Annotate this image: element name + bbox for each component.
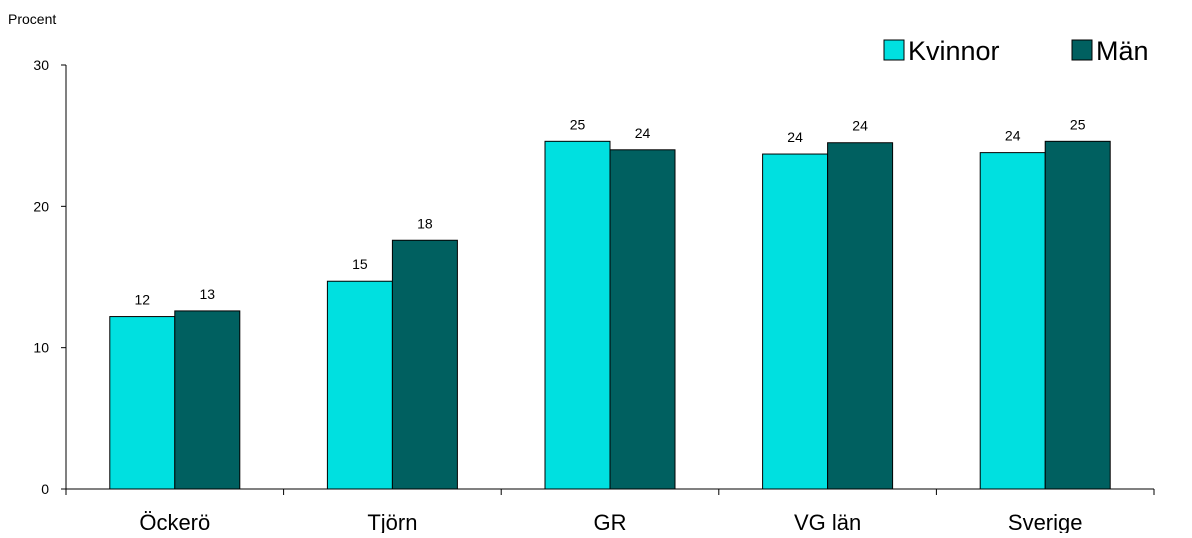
- y-tick-label: 0: [41, 481, 49, 497]
- bar-kvinnor: [544, 140, 611, 490]
- data-label: 18: [417, 215, 433, 231]
- x-tick-label: VG län: [794, 510, 861, 533]
- y-tick-label: 20: [33, 198, 49, 214]
- y-tick-label: 10: [33, 340, 49, 356]
- x-tick-label: Öckerö: [139, 510, 210, 533]
- bar-man: [1044, 140, 1111, 490]
- bar-kvinnor: [326, 280, 393, 490]
- data-label: 24: [787, 129, 803, 145]
- axes: Procent 0 10 20 30 Öckerö Tjörn GR VG län Sverige: [8, 11, 1155, 535]
- x-tick-label: Sverige: [1008, 510, 1083, 533]
- bar-kvinnor: [109, 316, 176, 490]
- bar-man: [827, 142, 894, 490]
- data-label: 12: [135, 292, 151, 308]
- data-label: 15: [352, 256, 368, 272]
- bars: [109, 140, 1111, 490]
- bar-man: [609, 149, 676, 490]
- y-tick-label: 30: [33, 57, 49, 73]
- bar-kvinnor: [979, 152, 1046, 490]
- legend-swatch: [883, 39, 905, 61]
- data-label: 13: [200, 286, 216, 302]
- bar-kvinnor: [762, 153, 829, 490]
- x-tick-label: Tjörn: [367, 510, 417, 533]
- legend-swatch: [1071, 39, 1093, 61]
- data-label: 25: [570, 116, 586, 132]
- legend: Kvinnor Män: [883, 36, 1149, 66]
- data-label: 24: [1005, 128, 1021, 144]
- bar-man: [391, 239, 458, 490]
- data-labels: 12 13 15 18 25 24 24 24 24 25: [135, 116, 1086, 307]
- legend-label: Kvinnor: [908, 36, 1000, 66]
- bar-man: [174, 310, 241, 490]
- data-label: 25: [1070, 116, 1086, 132]
- data-label: 24: [635, 125, 651, 141]
- y-axis-label: Procent: [8, 11, 56, 27]
- legend-label: Män: [1096, 36, 1149, 66]
- x-tick-label: GR: [594, 510, 627, 533]
- data-label: 24: [852, 118, 868, 134]
